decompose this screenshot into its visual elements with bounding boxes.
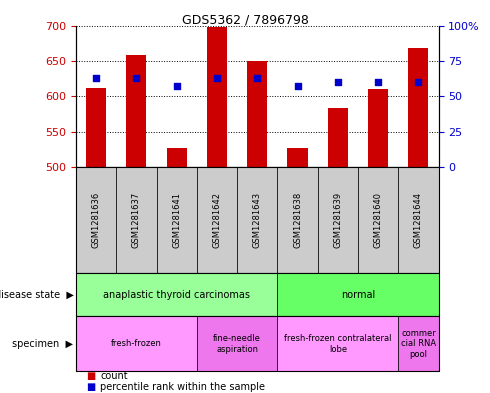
- Point: [334, 79, 342, 85]
- Text: percentile rank within the sample: percentile rank within the sample: [100, 382, 266, 392]
- Point: [415, 79, 422, 85]
- Bar: [247, 61, 268, 167]
- Text: GSM1281642: GSM1281642: [213, 192, 221, 248]
- Point: [132, 75, 140, 81]
- Text: normal: normal: [341, 290, 375, 300]
- Bar: [328, 108, 348, 167]
- Text: GSM1281640: GSM1281640: [373, 192, 383, 248]
- Text: fresh-frozen: fresh-frozen: [111, 340, 162, 348]
- Text: GSM1281639: GSM1281639: [333, 192, 343, 248]
- Bar: [288, 148, 308, 167]
- Text: fresh-frozen contralateral
lobe: fresh-frozen contralateral lobe: [284, 334, 392, 354]
- Text: ■: ■: [86, 382, 95, 392]
- Text: fine-needle
aspiration: fine-needle aspiration: [213, 334, 261, 354]
- Point: [213, 75, 221, 81]
- Point: [294, 83, 301, 90]
- Text: anaplastic thyroid carcinomas: anaplastic thyroid carcinomas: [103, 290, 250, 300]
- Bar: [368, 89, 388, 167]
- Text: GSM1281637: GSM1281637: [132, 192, 141, 248]
- Text: count: count: [100, 371, 128, 382]
- Text: specimen  ▶: specimen ▶: [13, 339, 74, 349]
- Bar: [86, 88, 106, 167]
- Bar: [126, 55, 147, 167]
- Text: GSM1281638: GSM1281638: [293, 192, 302, 248]
- Bar: [167, 148, 187, 167]
- Bar: [408, 48, 428, 167]
- Text: GSM1281636: GSM1281636: [92, 192, 100, 248]
- Text: GSM1281644: GSM1281644: [414, 192, 423, 248]
- Text: commer
cial RNA
pool: commer cial RNA pool: [401, 329, 436, 359]
- Text: disease state  ▶: disease state ▶: [0, 290, 74, 300]
- Point: [253, 75, 261, 81]
- Text: ■: ■: [86, 371, 95, 382]
- Text: GSM1281641: GSM1281641: [172, 192, 181, 248]
- Point: [374, 79, 382, 85]
- Text: GSM1281643: GSM1281643: [253, 192, 262, 248]
- Point: [173, 83, 181, 90]
- Bar: [207, 27, 227, 167]
- Point: [92, 75, 100, 81]
- Text: GDS5362 / 7896798: GDS5362 / 7896798: [182, 14, 308, 27]
